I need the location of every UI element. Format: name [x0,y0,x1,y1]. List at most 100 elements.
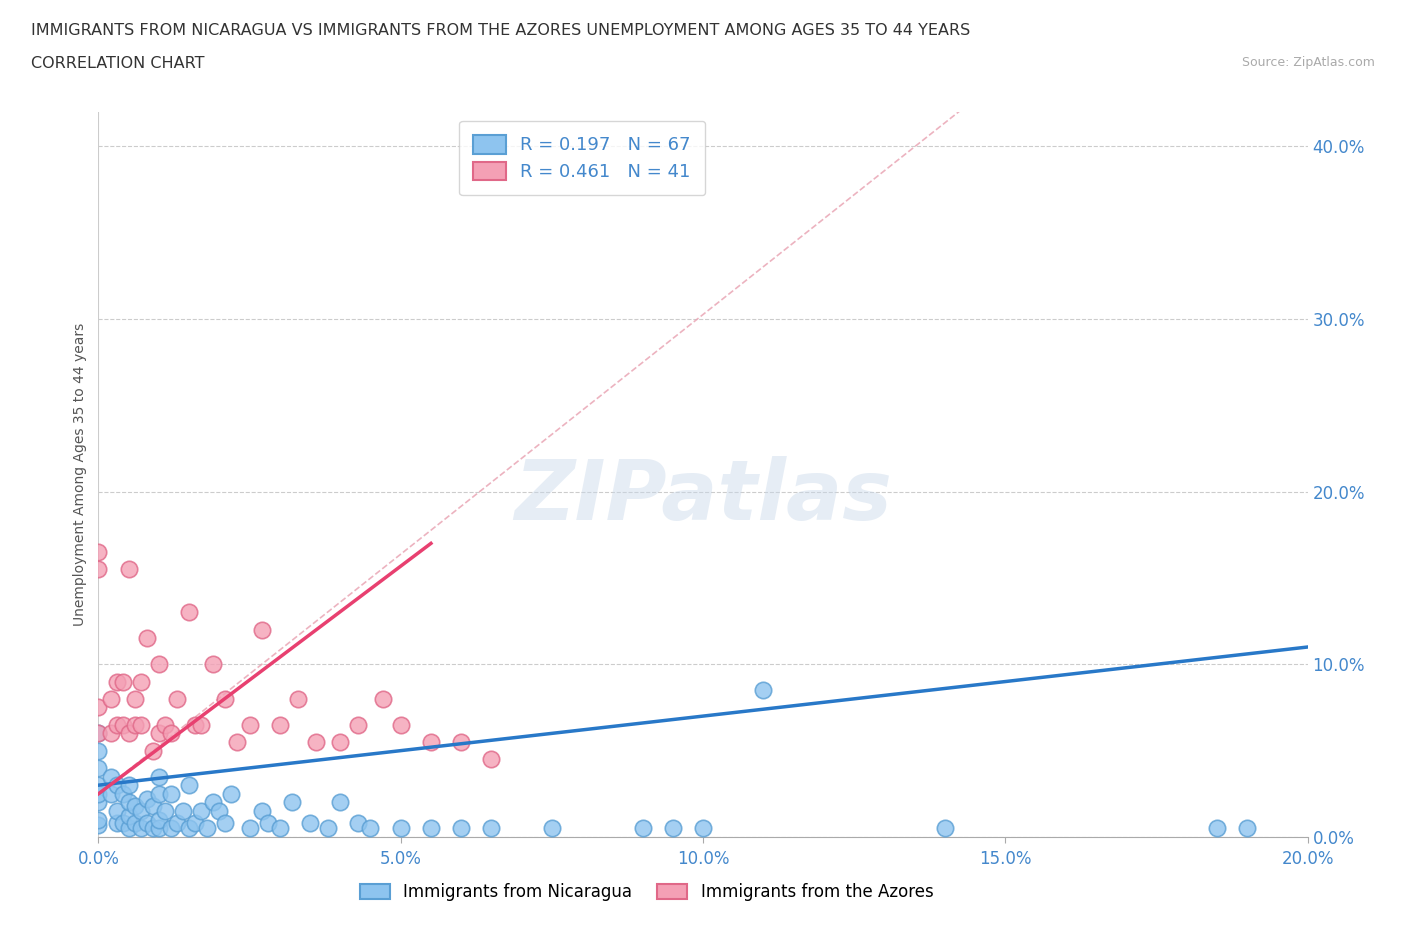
Point [160,726,183,741]
Point [129,674,152,689]
Point [87,545,110,560]
Point [87,743,110,758]
Point [142,799,165,814]
Point [148,812,170,827]
Point [100,769,122,784]
Point [329,795,352,810]
Point [371,691,394,706]
Point [420,735,443,750]
Point [166,691,188,706]
Point [129,821,152,836]
Point [202,657,225,671]
Point [239,717,262,732]
Point [105,674,128,689]
Point [87,795,110,810]
Point [281,795,304,810]
Text: IMMIGRANTS FROM NICARAGUA VS IMMIGRANTS FROM THE AZORES UNEMPLOYMENT AMONG AGES : IMMIGRANTS FROM NICARAGUA VS IMMIGRANTS … [31,23,970,38]
Point [184,816,207,830]
Point [105,717,128,732]
Point [184,717,207,732]
Point [316,821,339,836]
Point [450,735,472,750]
Point [540,821,562,836]
Point [179,777,201,792]
Point [87,726,110,741]
Text: CORRELATION CHART: CORRELATION CHART [31,56,204,71]
Legend: R = 0.197   N = 67, R = 0.461   N = 41: R = 0.197 N = 67, R = 0.461 N = 41 [458,121,706,195]
Point [179,821,201,836]
Point [226,735,249,750]
Point [87,700,110,715]
Point [752,683,775,698]
Point [118,795,141,810]
Point [299,816,322,830]
Point [124,799,146,814]
Point [111,717,134,732]
Point [118,777,141,792]
Point [148,726,170,741]
Point [111,674,134,689]
Point [221,787,243,802]
Point [661,821,683,836]
Point [195,821,218,836]
Point [208,804,231,818]
Point [100,726,122,741]
Point [305,735,328,750]
Point [420,821,443,836]
Point [1236,821,1258,836]
Point [118,821,141,836]
Point [87,817,110,832]
Point [100,691,122,706]
Point [148,821,170,836]
Point [111,787,134,802]
Point [250,622,273,637]
Point [148,769,170,784]
Text: ZIPatlas: ZIPatlas [515,456,891,537]
Point [160,787,183,802]
Point [105,777,128,792]
Point [105,804,128,818]
Text: Source: ZipAtlas.com: Source: ZipAtlas.com [1241,56,1375,69]
Point [142,821,165,836]
Point [214,691,236,706]
Point [481,821,503,836]
Point [124,691,146,706]
Point [87,726,110,741]
Point [87,812,110,827]
Point [135,816,157,830]
Point [142,743,165,758]
Point [239,821,262,836]
Point [347,816,370,830]
Point [214,816,236,830]
Point [153,717,176,732]
Point [190,804,212,818]
Point [100,787,122,802]
Point [389,717,412,732]
Point [148,657,170,671]
Point [202,795,225,810]
Point [105,816,128,830]
Point [135,631,157,645]
Point [160,821,183,836]
Point [360,821,382,836]
Point [450,821,472,836]
Point [179,605,201,620]
Point [934,821,956,836]
Point [87,777,110,792]
Point [269,717,291,732]
Point [250,804,273,818]
Point [153,804,176,818]
Point [329,735,352,750]
Point [129,717,152,732]
Point [190,717,212,732]
Point [172,804,194,818]
Point [1206,821,1229,836]
Point [87,562,110,577]
Point [118,562,141,577]
Point [87,761,110,776]
Point [124,717,146,732]
Point [269,821,291,836]
Point [118,726,141,741]
Point [135,791,157,806]
Point [124,816,146,830]
